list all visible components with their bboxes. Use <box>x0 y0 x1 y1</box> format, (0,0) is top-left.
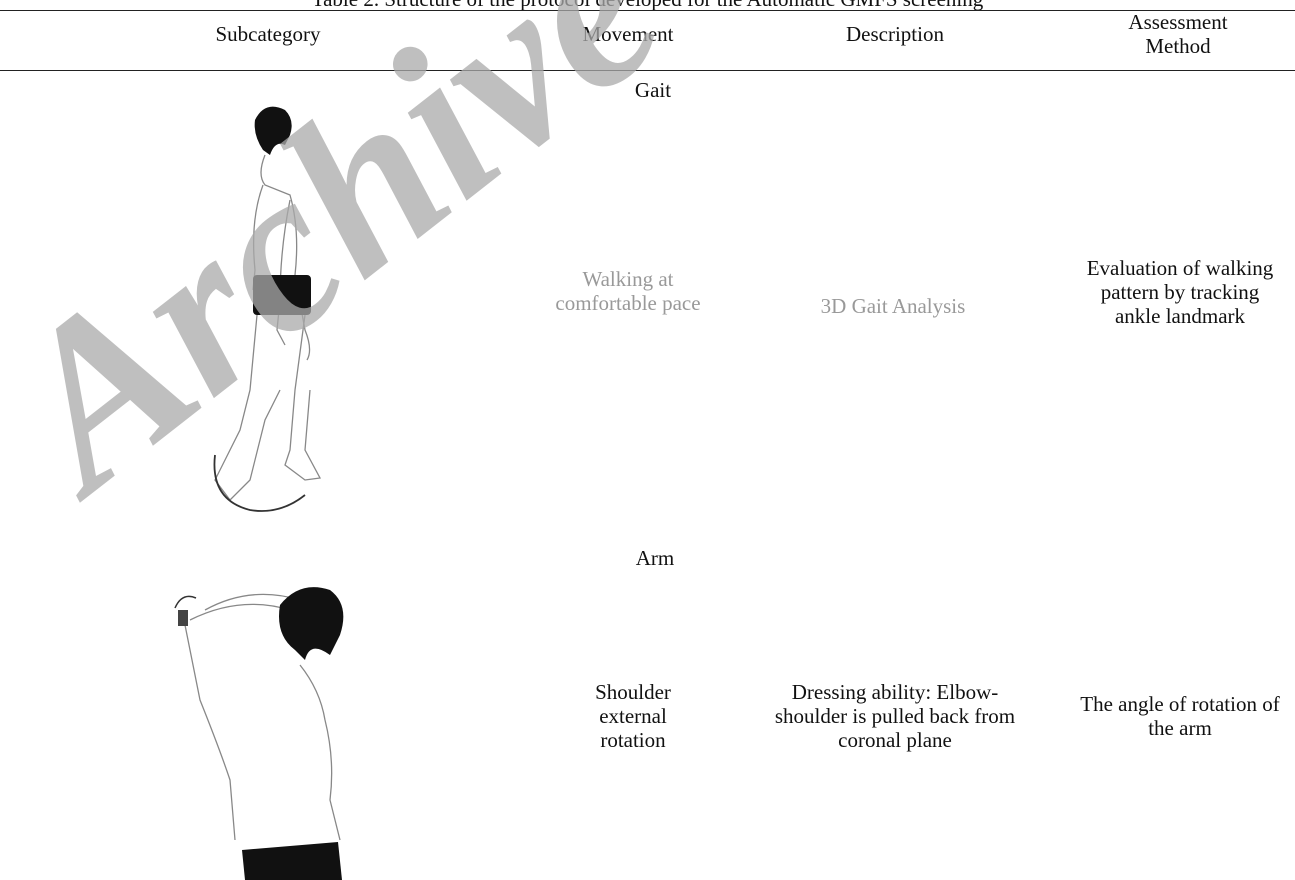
table-title: Table 2. Structure of the protocol devel… <box>0 0 1295 11</box>
method-cell: Evaluation of walking pattern by trackin… <box>1086 256 1274 328</box>
gait-figure <box>213 106 322 512</box>
movement-cell: Shoulder external rotation <box>595 680 671 752</box>
section-title: Arm <box>635 546 675 570</box>
header-cell: Subcategory <box>215 22 321 46</box>
header-rule <box>0 70 1295 71</box>
movement-cell: Walking at comfortable pace <box>555 267 701 315</box>
description-cell: Dressing ability: Elbow-shoulder is pull… <box>774 680 1016 752</box>
description-cell: 3D Gait Analysis <box>820 294 966 318</box>
header-cell: Description <box>846 22 944 46</box>
section-title: Gait <box>634 78 672 102</box>
watermark: Archive of <box>0 0 901 535</box>
arm-figure <box>174 587 344 880</box>
method-cell: The angle of rotation of the arm <box>1080 692 1280 740</box>
header-cell: Assessment Method <box>1128 10 1228 58</box>
header-cell: Movement <box>582 22 674 46</box>
top-rule <box>0 10 1295 11</box>
